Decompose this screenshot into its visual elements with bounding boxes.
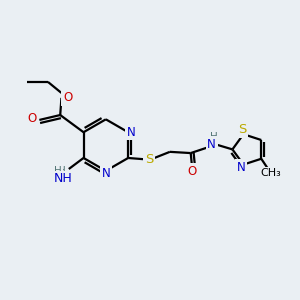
Text: NH: NH bbox=[53, 172, 72, 185]
Text: N: N bbox=[101, 167, 110, 180]
Text: N: N bbox=[237, 160, 245, 173]
Text: S: S bbox=[145, 153, 153, 166]
Text: H: H bbox=[210, 132, 218, 142]
Text: N: N bbox=[207, 138, 216, 151]
Text: O: O bbox=[187, 165, 196, 178]
Text: S: S bbox=[238, 123, 246, 136]
Text: CH₃: CH₃ bbox=[261, 169, 281, 178]
Text: O: O bbox=[63, 92, 72, 104]
Text: NH: NH bbox=[56, 173, 74, 186]
Text: N: N bbox=[127, 126, 136, 139]
Text: H: H bbox=[58, 167, 65, 176]
Text: O: O bbox=[28, 112, 37, 125]
Text: H: H bbox=[54, 167, 62, 176]
